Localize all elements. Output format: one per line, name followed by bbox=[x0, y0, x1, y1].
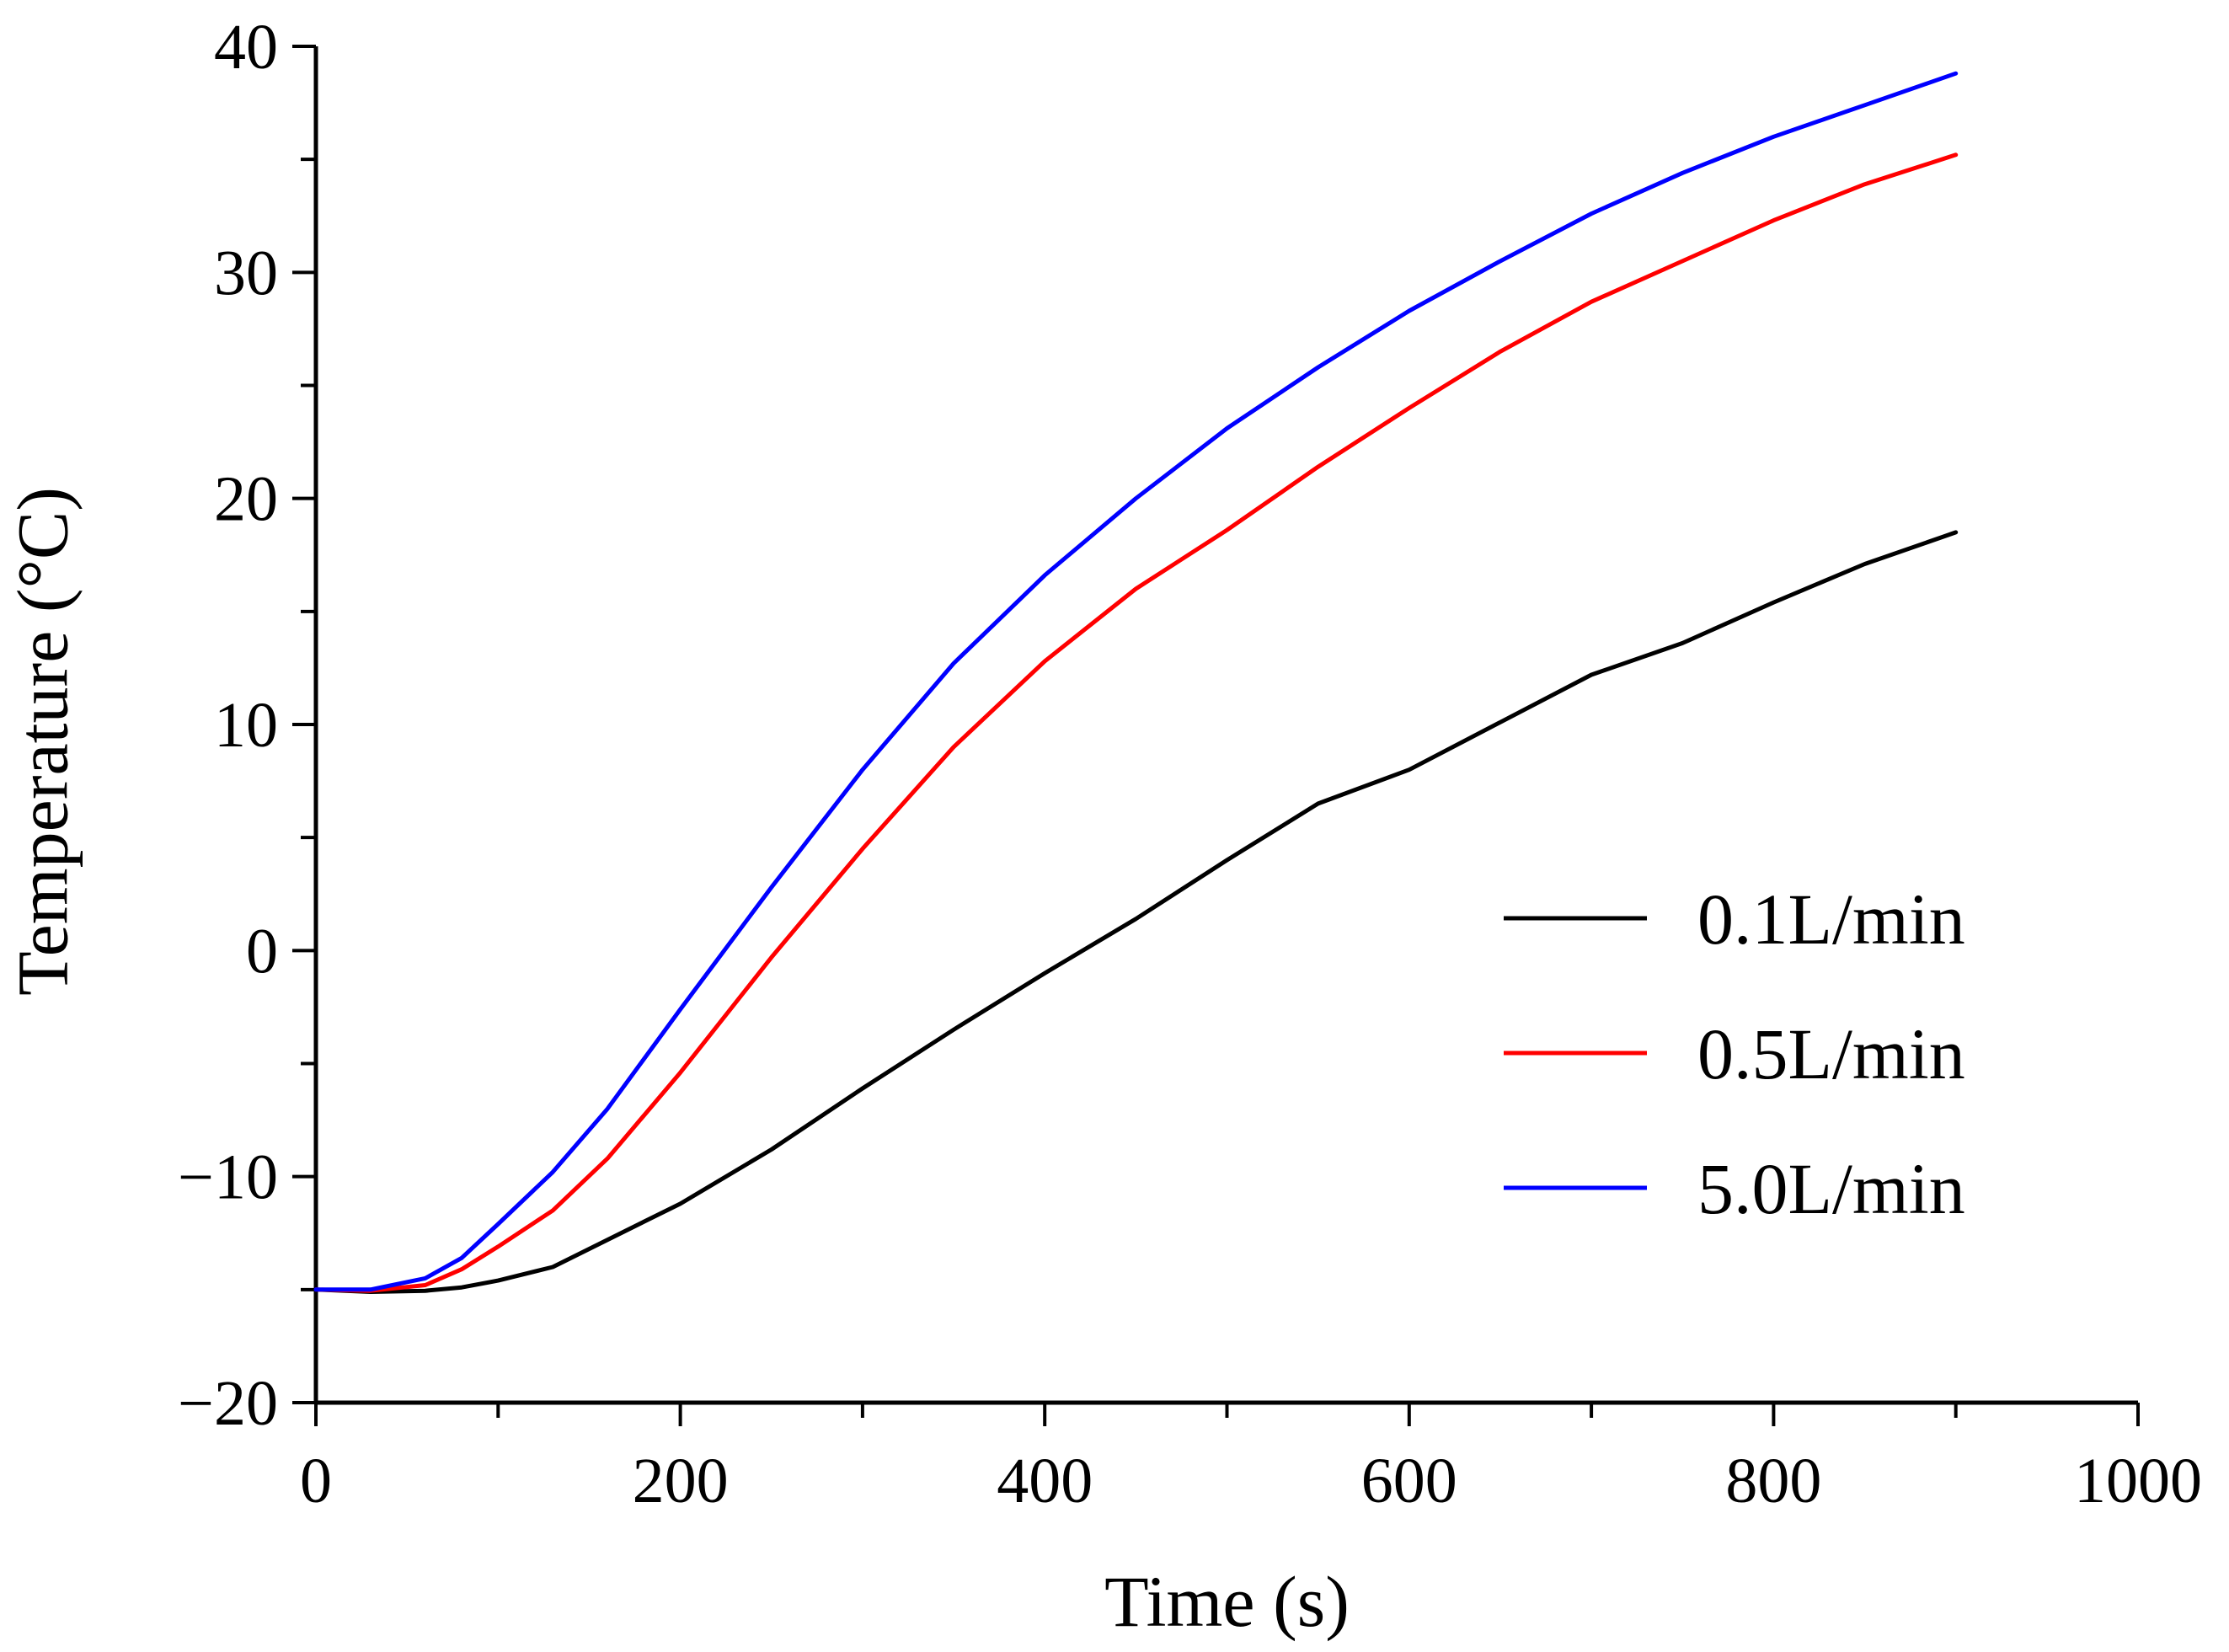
series-line-0-1l-min bbox=[313, 530, 1959, 1294]
y-tick-label: 30 bbox=[214, 238, 278, 308]
y-tick-label: 40 bbox=[214, 12, 278, 83]
y-tick-label: 20 bbox=[214, 464, 278, 535]
y-tick-label: 10 bbox=[214, 690, 278, 761]
legend: 0.1L/min 0.5L/min 5.0L/min bbox=[1504, 879, 1965, 1229]
y-ticks: −20 −10 0 10 20 30 40 bbox=[178, 12, 316, 1439]
legend-label: 5.0L/min bbox=[1697, 1148, 1965, 1229]
x-axis-title: Time (s) bbox=[1104, 1561, 1350, 1642]
x-tick-label: 200 bbox=[633, 1446, 729, 1516]
x-tick-label: 400 bbox=[997, 1446, 1093, 1516]
legend-label: 0.1L/min bbox=[1697, 879, 1965, 960]
y-tick-label: −10 bbox=[178, 1142, 278, 1213]
x-ticks: 0 200 400 600 800 1000 bbox=[300, 1403, 2202, 1516]
x-tick-label: 600 bbox=[1361, 1446, 1457, 1516]
x-tick-label: 800 bbox=[1725, 1446, 1821, 1516]
y-tick-label: −20 bbox=[178, 1368, 278, 1439]
series-line-0-5l-min bbox=[313, 152, 1959, 1293]
series-lines bbox=[313, 71, 1959, 1294]
y-axis-title: Temperature (°C) bbox=[3, 487, 83, 996]
series-line-5-0l-min bbox=[313, 71, 1959, 1292]
y-tick-label: 0 bbox=[246, 916, 278, 986]
x-tick-label: 1000 bbox=[2074, 1446, 2202, 1516]
x-tick-label: 0 bbox=[300, 1446, 332, 1516]
legend-label: 0.5L/min bbox=[1697, 1013, 1965, 1094]
